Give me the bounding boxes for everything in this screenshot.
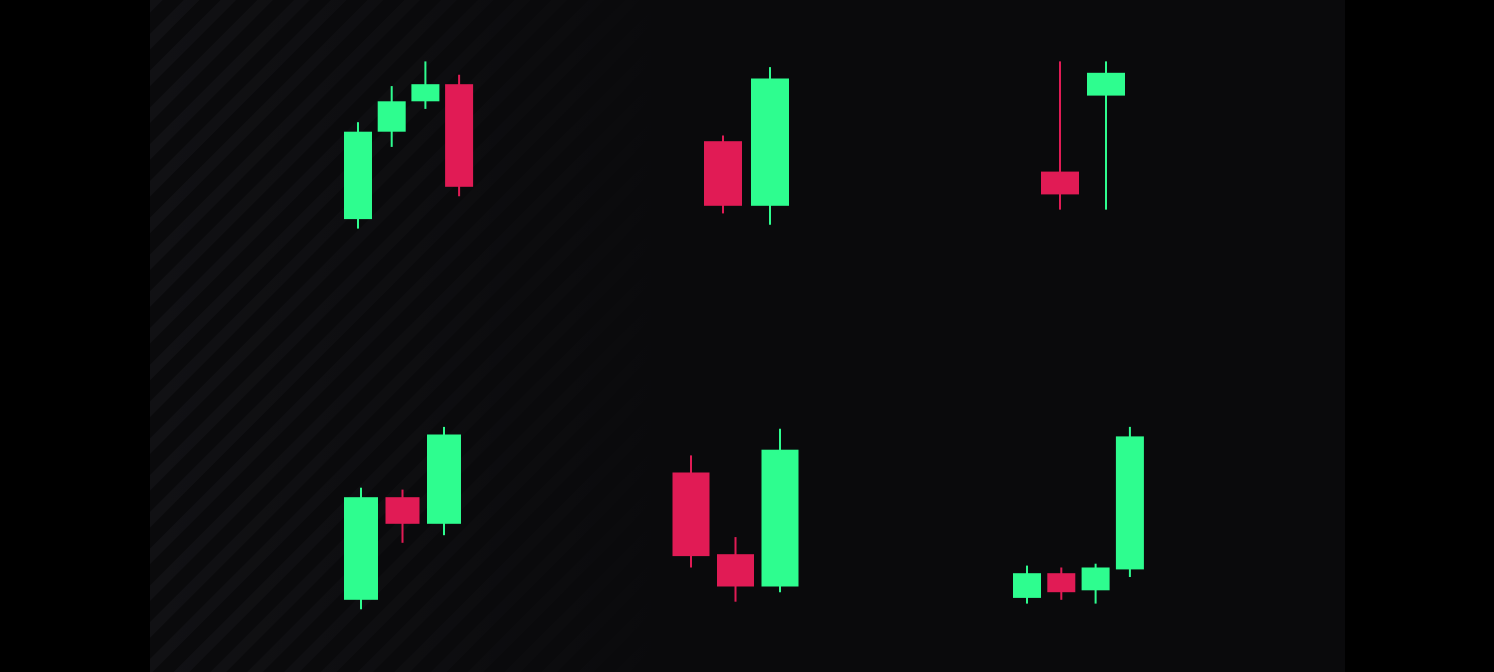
candle-body [1041, 171, 1079, 195]
candle-body [377, 101, 406, 132]
candle-body [411, 84, 440, 102]
candle-body [761, 449, 799, 587]
candle-body [385, 497, 420, 524]
candle-body [344, 497, 378, 600]
candle-body [717, 554, 754, 587]
candle-body [1115, 436, 1144, 570]
candle-body [1013, 573, 1041, 598]
candle-body [704, 141, 742, 206]
candle-body [427, 434, 461, 524]
candle-body [445, 84, 474, 187]
candle-body [1047, 573, 1076, 593]
candle-body [344, 131, 372, 220]
candle-body [1081, 567, 1110, 591]
candle-body [751, 78, 789, 206]
candle-body [1087, 72, 1125, 96]
candle-body [672, 472, 710, 557]
